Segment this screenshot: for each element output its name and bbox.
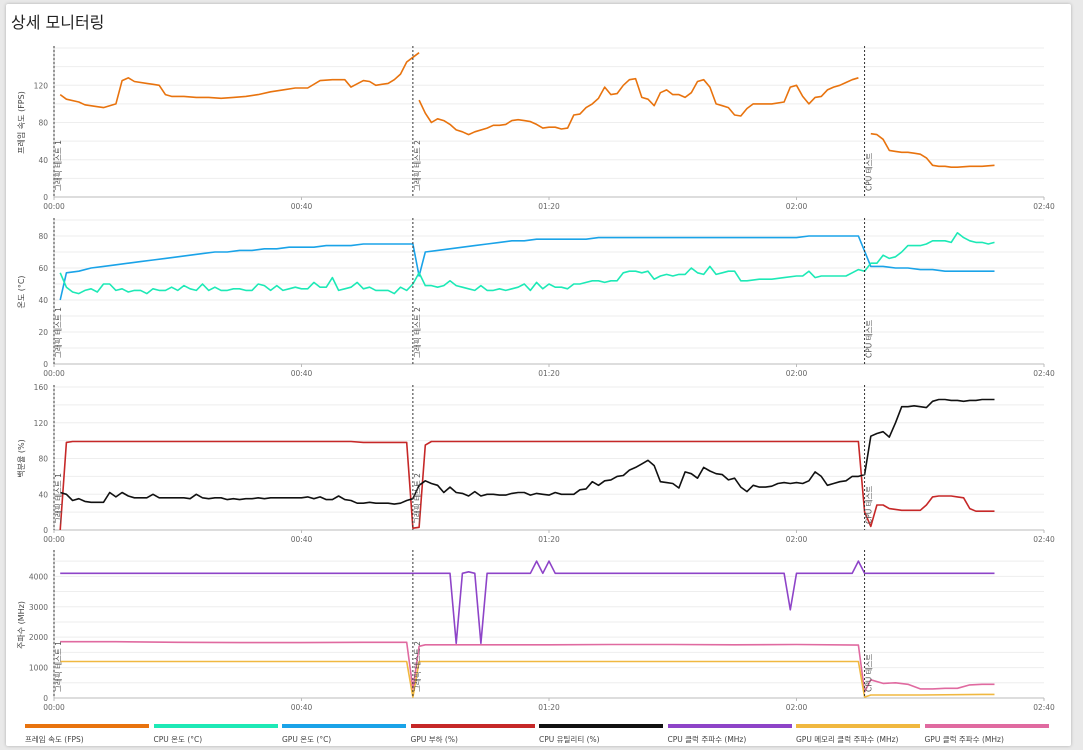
legend-item[interactable]: GPU 메모리 클럭 주파수 (MHz) xyxy=(796,724,922,745)
page-title: 상세 모니터링 xyxy=(11,13,105,32)
x-tick-label: 00:40 xyxy=(291,202,313,211)
series-line xyxy=(60,560,995,645)
x-tick-label: 00:00 xyxy=(43,202,65,211)
x-tick-label: 02:40 xyxy=(1033,535,1055,544)
legend-item[interactable]: GPU 클럭 주파수 (MHz) xyxy=(924,724,1051,745)
y-tick-label: 20 xyxy=(38,328,48,337)
legend-label: GPU 클럭 주파수 (MHz) xyxy=(924,735,1004,744)
legend-label: GPU 온도 (°C) xyxy=(282,735,332,744)
test-marker-label: 그래픽 테스트 1 xyxy=(53,140,63,191)
chart-panel-3: 0 40 80 120 160 00:00 00:40 01:20 02:00 02:40 백분율 … xyxy=(16,383,1055,544)
y-tick-label: 120 xyxy=(34,419,49,428)
series-line xyxy=(59,440,995,531)
chart-panel-2: 0 20 40 60 80 00:00 00:40 01:20 02:00 02:40 온도 (°C… xyxy=(17,218,1055,378)
y-axis-label: 주파수 (MHz) xyxy=(17,601,26,649)
x-tick-label: 02:00 xyxy=(786,202,808,211)
y-tick-label: 160 xyxy=(34,383,49,392)
chart-panel-4: 0 1000 2000 3000 4000 00:00 00:40 01:20 02:00 02:… xyxy=(17,550,1055,712)
legend-swatch xyxy=(410,724,535,728)
legend-item[interactable]: CPU 클럭 주파수 (MHz) xyxy=(667,724,794,745)
test-marker-label: 그래픽 테스트 2 xyxy=(412,140,422,191)
series-line xyxy=(418,77,859,136)
y-tick-label: 120 xyxy=(34,81,49,90)
x-tick-label: 00:40 xyxy=(291,369,313,378)
y-tick-label: 3000 xyxy=(29,603,48,612)
legend-swatch xyxy=(539,724,663,728)
y-tick-label: 4000 xyxy=(29,572,48,581)
x-tick-label: 01:20 xyxy=(538,703,560,712)
legend-swatch xyxy=(667,724,792,728)
series-line xyxy=(59,232,995,295)
series-line xyxy=(60,640,995,693)
legend-item[interactable]: CPU 유틸리티 (%) xyxy=(539,724,665,745)
x-tick-label: 02:00 xyxy=(786,535,808,544)
legend-label: 프레임 속도 (FPS) xyxy=(25,735,84,744)
legend-item[interactable]: 프레임 속도 (FPS) xyxy=(25,724,151,745)
legend-swatch xyxy=(282,724,406,728)
test-marker-label: CPU 테스트 xyxy=(865,320,874,358)
y-tick-label: 0 xyxy=(43,694,48,703)
x-tick-label: 00:40 xyxy=(291,535,313,544)
test-marker-label: CPU 테스트 xyxy=(865,486,874,524)
legend-label: CPU 유틸리티 (%) xyxy=(539,735,600,744)
legend-label: CPU 클럭 주파수 (MHz) xyxy=(667,735,747,744)
legend-swatch xyxy=(25,724,149,728)
y-tick-label: 80 xyxy=(38,232,48,241)
x-tick-label: 02:00 xyxy=(786,703,808,712)
legend-swatch xyxy=(924,724,1049,728)
y-axis-label: 온도 (°C) xyxy=(17,275,26,308)
test-marker-label: 그래픽 테스트 1 xyxy=(53,307,63,358)
x-tick-label: 00:00 xyxy=(43,369,65,378)
y-tick-label: 80 xyxy=(38,455,48,464)
chart-panel-1: 0 40 80 120 00:00 00:40 01:20 02:00 02:40 프레임 속도 … xyxy=(17,46,1055,211)
x-tick-label: 02:40 xyxy=(1033,703,1055,712)
legend-item[interactable]: GPU 부하 (%) xyxy=(410,724,537,745)
x-tick-label: 02:40 xyxy=(1033,369,1055,378)
legend-swatch xyxy=(153,724,278,728)
series-line xyxy=(60,660,995,698)
legend-item[interactable]: GPU 온도 (°C) xyxy=(282,724,408,745)
y-tick-label: 80 xyxy=(38,119,48,128)
legend-swatch xyxy=(796,724,920,728)
y-tick-label: 60 xyxy=(38,264,48,273)
test-marker-label: 그래픽 테스트 1 xyxy=(53,641,63,692)
monitoring-charts: 0 40 80 120 00:00 00:40 01:20 02:00 02:40 프레임 속도 … xyxy=(16,46,1055,712)
y-tick-label: 0 xyxy=(43,360,48,369)
legend: 프레임 속도 (FPS) CPU 온도 (°C) GPU 온도 (°C) GPU 부하… xyxy=(0,724,1083,748)
series-line xyxy=(59,52,420,109)
x-tick-label: 00:00 xyxy=(43,703,65,712)
y-tick-label: 40 xyxy=(38,156,48,165)
x-tick-label: 00:40 xyxy=(291,703,313,712)
legend-label: CPU 온도 (°C) xyxy=(153,735,203,744)
x-tick-label: 02:00 xyxy=(786,369,808,378)
test-marker-label: CPU 테스트 xyxy=(865,654,874,692)
series-line xyxy=(870,132,995,168)
x-tick-label: 01:20 xyxy=(538,202,560,211)
y-tick-label: 2000 xyxy=(29,633,48,642)
x-tick-label: 02:40 xyxy=(1033,202,1055,211)
test-marker-label: CPU 테스트 xyxy=(865,153,874,191)
x-tick-label: 01:20 xyxy=(538,369,560,378)
legend-label: GPU 메모리 클럭 주파수 (MHz) xyxy=(796,735,899,744)
y-tick-label: 0 xyxy=(43,193,48,202)
series-line xyxy=(59,398,995,505)
legend-item[interactable]: CPU 온도 (°C) xyxy=(153,724,280,745)
test-marker-label: 그래픽 테스트 1 xyxy=(53,473,63,524)
test-marker-label: 그래픽 테스트 2 xyxy=(412,307,422,358)
y-tick-label: 0 xyxy=(43,526,48,535)
series-line xyxy=(59,235,995,301)
y-tick-label: 40 xyxy=(38,296,48,305)
test-marker-label: 그래픽 테스트 2 xyxy=(412,473,422,524)
x-tick-label: 00:00 xyxy=(43,535,65,544)
y-tick-label: 1000 xyxy=(29,664,48,673)
x-tick-label: 01:20 xyxy=(538,535,560,544)
y-axis-label: 프레임 속도 (FPS) xyxy=(17,91,26,154)
y-tick-label: 40 xyxy=(38,490,48,499)
y-axis-label: 백분율 (%) xyxy=(16,439,26,477)
legend-label: GPU 부하 (%) xyxy=(410,735,458,744)
test-marker-label: 그래픽 테스트 2 xyxy=(412,641,422,692)
